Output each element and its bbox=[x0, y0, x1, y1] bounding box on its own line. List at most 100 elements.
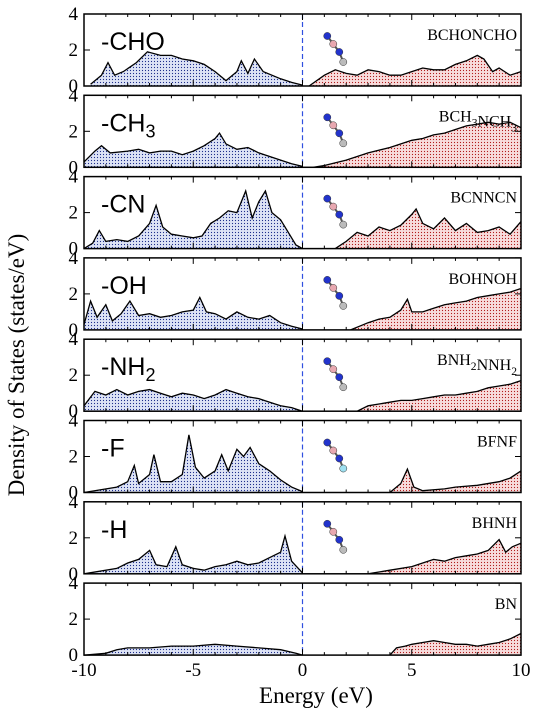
x-tick-label: -5 bbox=[185, 660, 201, 681]
valence-area bbox=[84, 133, 303, 168]
molecule-label: BOHNOH bbox=[449, 271, 518, 288]
group-label-text: -NH bbox=[101, 353, 145, 381]
molecule-label-part: BCNNCN bbox=[450, 190, 517, 207]
y-tick-label: 2 bbox=[69, 203, 79, 224]
valence-area bbox=[84, 297, 303, 330]
atom bbox=[339, 302, 348, 310]
y-tick-label: 2 bbox=[69, 121, 79, 142]
atom bbox=[339, 220, 348, 229]
group-label-text: -OH bbox=[101, 272, 147, 300]
x-tick-label: 0 bbox=[298, 660, 308, 681]
valence-area bbox=[84, 191, 303, 249]
molecule-label: BNH2NNH2 bbox=[437, 352, 517, 378]
conduction-curve bbox=[389, 632, 522, 656]
group-label-text: -CN bbox=[101, 191, 145, 219]
valence-area bbox=[84, 389, 303, 412]
group-label: -CH3 bbox=[101, 109, 155, 141]
molecule-label-subscript: 3 bbox=[511, 122, 517, 134]
y-tick-label: 2 bbox=[69, 40, 79, 61]
molecule-ball-model bbox=[323, 194, 348, 229]
molecule-label-part: BHNH bbox=[472, 515, 518, 532]
y-tick-label: 2 bbox=[69, 609, 79, 630]
group-label-subscript: 3 bbox=[145, 121, 155, 141]
atom bbox=[323, 113, 332, 122]
molecule-label-part: BOHNOH bbox=[449, 271, 518, 288]
group-label-subscript: 2 bbox=[145, 365, 155, 385]
y-tick-label: 2 bbox=[69, 365, 79, 386]
conduction-curve bbox=[313, 121, 522, 168]
atom bbox=[323, 194, 332, 203]
valence-curve bbox=[83, 296, 303, 330]
y-tick-label: 0 bbox=[69, 645, 79, 666]
atom bbox=[339, 545, 348, 554]
atom bbox=[323, 519, 332, 528]
molecule-label-part: BCH bbox=[439, 108, 472, 125]
valence-curve bbox=[83, 131, 303, 168]
molecule-label: BN bbox=[495, 596, 518, 613]
molecule-ball-model bbox=[323, 357, 348, 392]
valence-curve bbox=[83, 388, 303, 412]
dos-panel: 0 2 4 BN bbox=[69, 573, 522, 666]
y-tick-label: 4 bbox=[69, 573, 79, 594]
atom bbox=[323, 32, 332, 40]
atom bbox=[329, 365, 338, 374]
molecule-label: BCHONCHO bbox=[427, 27, 517, 44]
molecule-label-part: BNH bbox=[437, 352, 471, 369]
molecule-label-part: NCH bbox=[477, 113, 511, 130]
group-label: -OH bbox=[101, 272, 147, 300]
atom bbox=[335, 210, 344, 219]
dos-panel: 0 2 4 -F BFNF bbox=[69, 411, 522, 504]
molecule-label-subscript: 3 bbox=[472, 117, 478, 129]
y-tick-label: 0 bbox=[69, 483, 79, 504]
y-tick-label: 0 bbox=[69, 564, 79, 585]
group-label-text: -F bbox=[101, 435, 125, 463]
molecule-ball-model bbox=[323, 276, 348, 310]
atom bbox=[335, 454, 344, 463]
y-tick-label: 0 bbox=[69, 76, 79, 97]
y-tick-label: 4 bbox=[69, 492, 79, 513]
valence-curve bbox=[90, 51, 303, 86]
x-axis-title: Energy (eV) bbox=[259, 683, 373, 708]
y-tick-label: 0 bbox=[69, 157, 79, 178]
valence-curve bbox=[83, 434, 303, 494]
molecule-label: BFNF bbox=[477, 434, 517, 451]
molecule-ball-model bbox=[323, 438, 348, 473]
x-tick-label: 10 bbox=[512, 660, 531, 681]
atom bbox=[335, 373, 344, 382]
atom bbox=[335, 48, 344, 56]
atom bbox=[335, 129, 344, 138]
conduction-curve bbox=[356, 379, 522, 412]
atom bbox=[339, 139, 348, 148]
y-tick-label: 4 bbox=[69, 167, 79, 188]
conduction-curve bbox=[389, 467, 522, 494]
atom bbox=[335, 292, 344, 300]
y-tick-label: 4 bbox=[69, 329, 79, 350]
atom bbox=[329, 446, 338, 455]
molecule-label-subscript: 2 bbox=[511, 366, 517, 378]
molecule-label-part: NNH bbox=[477, 357, 512, 374]
atom bbox=[339, 383, 348, 392]
molecule-ball-model bbox=[323, 519, 348, 554]
valence-curve bbox=[83, 188, 303, 250]
x-tick-label: 5 bbox=[407, 660, 417, 681]
group-label: -F bbox=[101, 435, 125, 463]
atom bbox=[339, 58, 348, 66]
atom bbox=[323, 357, 332, 366]
conduction-area bbox=[335, 209, 521, 249]
x-tick-label: -10 bbox=[71, 660, 96, 681]
group-label-text: -CH bbox=[101, 109, 145, 137]
y-tick-label: 4 bbox=[69, 248, 79, 269]
atom bbox=[329, 527, 338, 536]
atom bbox=[329, 284, 338, 292]
valence-curve bbox=[83, 533, 303, 575]
molecule-label: BCNNCN bbox=[450, 190, 517, 207]
conduction-curve bbox=[367, 538, 522, 575]
conduction-curve bbox=[350, 287, 522, 331]
y-tick-label: 4 bbox=[69, 411, 79, 432]
valence-curve bbox=[83, 643, 303, 656]
valence-area bbox=[84, 536, 303, 574]
group-label: -CN bbox=[101, 191, 145, 219]
